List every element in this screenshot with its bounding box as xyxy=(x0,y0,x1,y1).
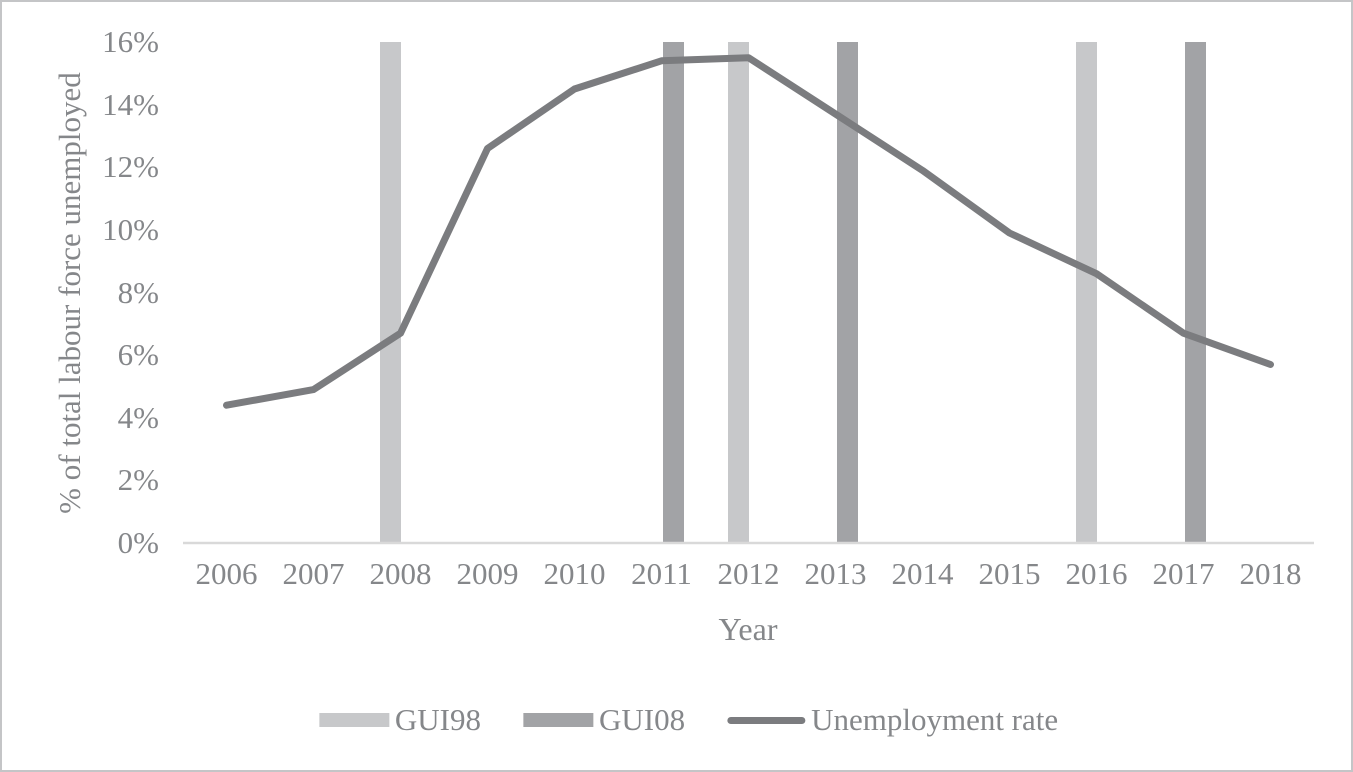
unemployment-rate-line xyxy=(223,54,1274,409)
x-axis-tick-label-2018: 2018 xyxy=(1239,556,1302,591)
x-axis-tick-label-2017: 2017 xyxy=(1152,556,1215,591)
unemployment-rate-legend-swatch xyxy=(727,716,806,724)
x-axis-tick-label-2012: 2012 xyxy=(717,556,780,591)
gui08-bar-2017 xyxy=(1185,42,1206,542)
y-axis-tick-label-8: 8% xyxy=(117,274,159,310)
x-axis-tick-label-2009: 2009 xyxy=(456,556,519,591)
y-axis-tick-label-12: 12% xyxy=(102,149,159,185)
x-axis-tick-label-2016: 2016 xyxy=(1065,556,1128,591)
gui08-bar-2013 xyxy=(837,42,858,542)
gui08-legend-swatch xyxy=(522,713,593,727)
y-axis-tick-label-14: 14% xyxy=(102,86,159,122)
x-axis-tick-label-2013: 2013 xyxy=(804,556,867,591)
gui98-bar-2012 xyxy=(728,42,749,542)
legend-item-gui98: GUI98 xyxy=(318,701,481,739)
x-axis-title: Year xyxy=(718,611,778,647)
legend-item-unemployment-rate: Unemployment rate xyxy=(727,701,1058,739)
gui08-legend-label: GUI08 xyxy=(598,702,686,737)
y-axis-tick-label-6: 6% xyxy=(117,337,159,373)
x-axis-tick-label-2007: 2007 xyxy=(282,556,345,591)
x-axis-tick-label-2010: 2010 xyxy=(543,556,606,591)
x-axis-tick-label-2011: 2011 xyxy=(631,556,692,591)
gui98-bar-2016 xyxy=(1076,42,1097,542)
x-axis-tick-label-2015: 2015 xyxy=(978,556,1041,591)
legend: GUI98 GUI08 Unemployment rate xyxy=(318,701,1058,739)
y-axis-tick-label-4: 4% xyxy=(117,399,159,435)
gui98-legend-label: GUI98 xyxy=(394,702,481,737)
legend-item-gui08: GUI08 xyxy=(522,701,686,739)
x-axis-tick-label-2006: 2006 xyxy=(195,556,258,591)
gui08-bar-2011 xyxy=(663,42,684,542)
x-axis-tick-label-2014: 2014 xyxy=(891,556,954,591)
y-axis-tick-label-0: 0% xyxy=(117,525,159,560)
unemployment-rate-legend-label: Unemployment rate xyxy=(811,702,1059,737)
y-axis-tick-label-16: 16% xyxy=(102,24,159,59)
gui98-legend-swatch xyxy=(318,713,389,727)
x-axis-tick-label-2008: 2008 xyxy=(369,556,432,591)
gui98-bar-2008 xyxy=(380,42,401,542)
y-axis-tick-label-10: 10% xyxy=(102,211,159,247)
y-axis-tick-label-2: 2% xyxy=(117,462,159,498)
